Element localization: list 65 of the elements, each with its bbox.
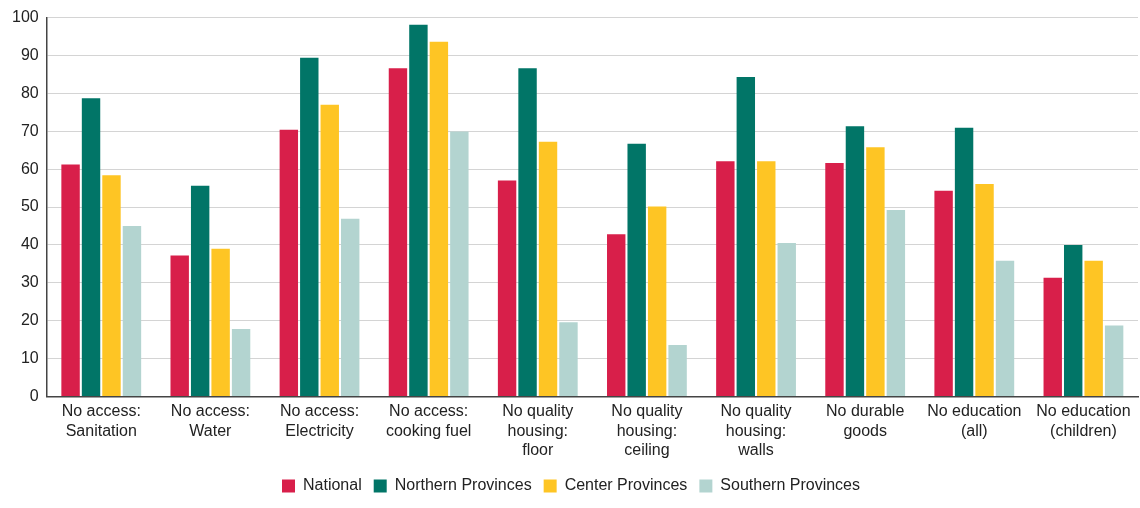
y-tick-label: 30 bbox=[20, 273, 39, 291]
legend-label: Southern Provinces bbox=[720, 476, 861, 494]
x-tick-label: No durable goods bbox=[826, 402, 905, 439]
y-tick-label: 100 bbox=[11, 8, 39, 26]
y-tick-label: 50 bbox=[20, 197, 39, 215]
bar bbox=[61, 164, 80, 396]
x-tick-label: No access: Sanitation bbox=[61, 402, 141, 439]
bar bbox=[231, 328, 251, 396]
y-tick-label: 10 bbox=[20, 348, 39, 366]
x-tick-label: No quality housing: walls bbox=[720, 402, 792, 458]
x-tick-label: No education (children) bbox=[1036, 402, 1131, 439]
y-tick-label: 90 bbox=[20, 45, 39, 63]
bar bbox=[757, 161, 776, 396]
bar bbox=[170, 255, 189, 396]
bar bbox=[777, 242, 796, 396]
bar bbox=[81, 98, 101, 396]
y-tick-label: 20 bbox=[20, 311, 39, 329]
bar bbox=[716, 161, 735, 396]
bar bbox=[497, 180, 517, 396]
bar bbox=[668, 344, 687, 396]
bar bbox=[866, 147, 885, 396]
bar bbox=[627, 143, 646, 396]
bar bbox=[1104, 325, 1124, 396]
legend-label: Center Provinces bbox=[564, 476, 688, 494]
bar bbox=[409, 24, 428, 396]
bar bbox=[538, 141, 558, 396]
bar bbox=[279, 129, 299, 396]
bar bbox=[320, 104, 339, 396]
bar bbox=[518, 68, 537, 396]
bar bbox=[429, 41, 449, 396]
y-tick-label: 70 bbox=[20, 121, 39, 139]
bar bbox=[975, 183, 994, 396]
bar bbox=[736, 77, 756, 396]
bar bbox=[607, 234, 626, 396]
y-tick-label: 80 bbox=[20, 83, 39, 101]
bar bbox=[341, 218, 360, 396]
x-tick-label: No access: cooking fuel bbox=[385, 402, 472, 439]
x-tick-label: No quality housing: ceiling bbox=[611, 402, 683, 458]
bar bbox=[1084, 260, 1103, 396]
x-tick-label: No education (all) bbox=[927, 402, 1022, 439]
bar bbox=[825, 163, 844, 396]
y-tick-label: 0 bbox=[29, 386, 39, 404]
bar bbox=[559, 322, 578, 396]
bar bbox=[122, 225, 142, 396]
bar bbox=[647, 206, 667, 396]
legend-label: National bbox=[303, 476, 362, 494]
bar bbox=[300, 57, 319, 396]
bar bbox=[211, 248, 230, 396]
x-tick-label: No access: Water bbox=[170, 402, 250, 439]
y-tick-label: 60 bbox=[20, 159, 39, 177]
bar bbox=[1064, 244, 1083, 396]
bar bbox=[1043, 277, 1062, 396]
bar bbox=[388, 68, 408, 396]
x-tick-label: No quality housing: floor bbox=[502, 402, 574, 458]
legend-label: Northern Provinces bbox=[394, 476, 532, 494]
bar bbox=[954, 127, 974, 396]
bar bbox=[995, 260, 1015, 396]
bar bbox=[934, 190, 953, 396]
x-tick-label: No access: Electricity bbox=[279, 402, 360, 439]
bar bbox=[886, 210, 906, 396]
bar bbox=[845, 126, 865, 396]
bar bbox=[190, 185, 210, 396]
bar bbox=[450, 131, 469, 396]
bar bbox=[102, 175, 121, 396]
y-tick-label: 40 bbox=[20, 235, 39, 253]
